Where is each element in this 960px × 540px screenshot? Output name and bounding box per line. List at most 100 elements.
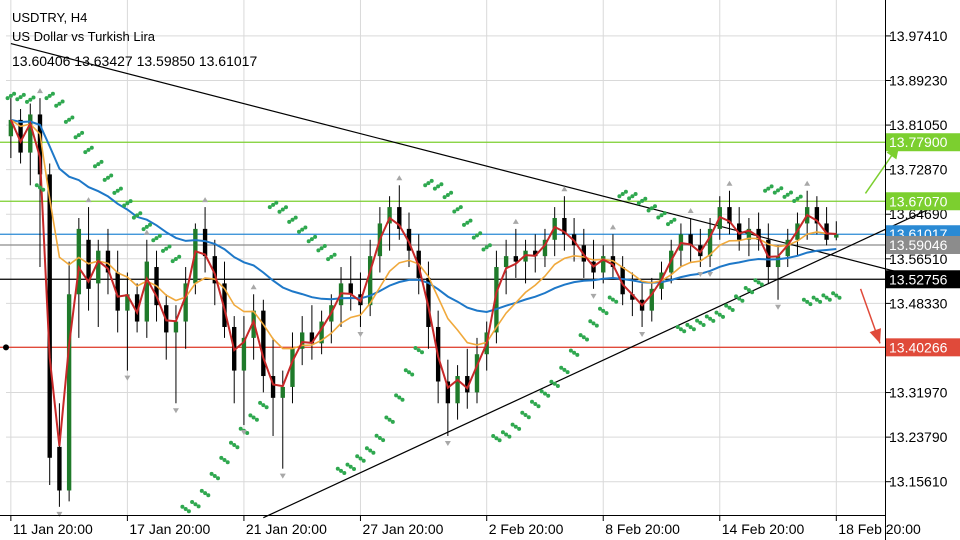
candle-body bbox=[494, 267, 499, 333]
psar-dot bbox=[261, 403, 266, 408]
psar-dot bbox=[432, 186, 437, 191]
time-tick-label: 18 Feb 20:00 bbox=[838, 521, 921, 537]
psar-dot bbox=[578, 333, 583, 338]
psar-dot bbox=[235, 445, 240, 450]
psar-dot bbox=[458, 205, 463, 210]
candle-body bbox=[387, 207, 392, 224]
psar-dot bbox=[737, 296, 742, 301]
psar-dot bbox=[115, 188, 120, 193]
candle-body bbox=[746, 228, 752, 240]
price-badge-label: 13.77900 bbox=[889, 134, 948, 150]
psar-dot bbox=[646, 208, 651, 213]
psar-dot bbox=[364, 446, 369, 451]
psar-dot bbox=[31, 95, 36, 100]
psar-dot bbox=[594, 323, 599, 328]
psar-dot bbox=[5, 96, 10, 101]
psar-dot bbox=[212, 474, 217, 478]
price-tick-label: 13.48330 bbox=[889, 295, 948, 311]
candle-body bbox=[319, 321, 324, 344]
candle-body bbox=[426, 277, 431, 327]
symbol-timeframe: USDTRY, H4 bbox=[12, 10, 88, 25]
fractal-down-arrow bbox=[697, 272, 704, 278]
candle-body bbox=[270, 376, 276, 398]
psar-dot bbox=[345, 462, 350, 467]
psar-dot bbox=[50, 91, 55, 96]
psar-dot bbox=[789, 190, 793, 195]
candle-body bbox=[66, 294, 72, 491]
psar-dot bbox=[196, 504, 201, 509]
psar-dot bbox=[60, 99, 65, 104]
psar-dot bbox=[717, 312, 722, 317]
psar-dot bbox=[358, 456, 363, 461]
psar-dot bbox=[342, 471, 347, 475]
psar-dot bbox=[798, 194, 803, 199]
psar-dot bbox=[727, 305, 732, 310]
psar-dot bbox=[643, 196, 648, 201]
psar-dot bbox=[801, 297, 806, 302]
psar-dot bbox=[507, 434, 512, 439]
fractal-up-arrow bbox=[36, 88, 43, 94]
psar-dot bbox=[562, 367, 567, 372]
ohlc-readout: 13.60406 13.63427 13.59850 13.61017 bbox=[12, 53, 258, 69]
psar-dot bbox=[423, 183, 428, 188]
psar-dot bbox=[530, 399, 534, 404]
psar-dot bbox=[513, 424, 518, 429]
psar-dot bbox=[623, 189, 628, 194]
psar-dot bbox=[284, 205, 288, 210]
psar-dot bbox=[258, 400, 263, 405]
price-tick-label: 13.89230 bbox=[889, 72, 948, 88]
psar-dot bbox=[688, 325, 693, 330]
psar-dot bbox=[743, 286, 748, 290]
psar-dot bbox=[73, 135, 78, 140]
psar-dot bbox=[491, 434, 496, 438]
psar-dot bbox=[792, 199, 797, 203]
candle-body bbox=[309, 332, 315, 344]
psar-dot bbox=[76, 133, 81, 138]
psar-dot bbox=[290, 217, 295, 222]
candle-body bbox=[76, 228, 82, 295]
psar-dot bbox=[636, 201, 641, 206]
psar-dot bbox=[96, 162, 101, 167]
psar-dot bbox=[377, 436, 382, 440]
fractal-down-arrow bbox=[56, 511, 63, 517]
candle-body bbox=[57, 446, 62, 491]
candle-body bbox=[212, 256, 217, 284]
psar-dot bbox=[390, 419, 395, 424]
psar-dot bbox=[170, 259, 175, 264]
fractal-up-arrow bbox=[202, 197, 209, 203]
candle-body bbox=[105, 250, 111, 273]
candle-body bbox=[707, 228, 713, 257]
candle-body bbox=[18, 119, 23, 153]
candle-body bbox=[8, 119, 14, 137]
psar-dot bbox=[555, 384, 560, 388]
psar-dot bbox=[106, 175, 110, 180]
psar-dot bbox=[610, 297, 615, 302]
candle-body bbox=[28, 114, 33, 153]
psar-dot bbox=[497, 438, 502, 443]
fractal-up-arrow bbox=[726, 180, 733, 186]
price-badge bbox=[886, 270, 960, 289]
fractal-up-arrow bbox=[804, 180, 811, 186]
candle-body bbox=[261, 310, 266, 377]
fractal-up-arrow bbox=[687, 207, 694, 213]
psar-dot bbox=[627, 196, 632, 201]
fractal-up-arrow bbox=[609, 224, 616, 230]
psar-dot bbox=[588, 319, 593, 324]
psar-dot bbox=[352, 467, 356, 471]
candle-body bbox=[649, 288, 654, 311]
psar-dot bbox=[384, 415, 389, 420]
psar-dot bbox=[585, 337, 589, 342]
candle-body bbox=[688, 234, 693, 246]
price-tick-label: 13.72870 bbox=[889, 162, 948, 178]
time-tick-label: 14 Feb 20:00 bbox=[722, 521, 805, 537]
psar-dot bbox=[277, 209, 282, 214]
candle-body bbox=[756, 228, 761, 240]
psar-dot bbox=[199, 488, 204, 493]
candle-body bbox=[202, 228, 208, 257]
psar-dot bbox=[41, 187, 46, 192]
time-tick-label: 2 Feb 20:00 bbox=[489, 521, 564, 537]
psar-dot bbox=[83, 150, 88, 155]
psar-dot bbox=[128, 199, 133, 204]
psar-dot bbox=[659, 213, 664, 218]
